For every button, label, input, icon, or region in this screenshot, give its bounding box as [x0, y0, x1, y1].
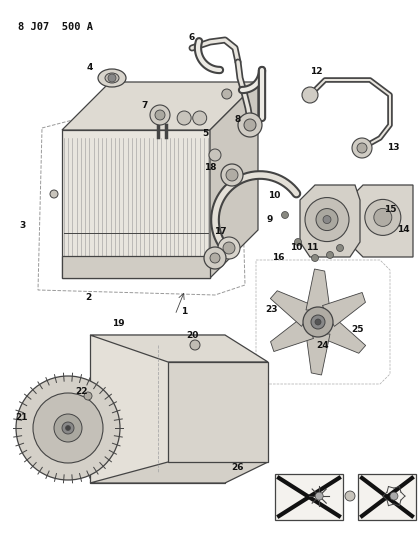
Circle shape — [226, 169, 238, 181]
Circle shape — [305, 198, 349, 241]
Circle shape — [209, 149, 221, 161]
Bar — [358, 474, 416, 520]
Circle shape — [294, 238, 302, 246]
Circle shape — [16, 376, 120, 480]
Text: 23: 23 — [266, 305, 278, 314]
Ellipse shape — [105, 73, 119, 83]
Polygon shape — [300, 185, 360, 257]
Circle shape — [33, 393, 103, 463]
Circle shape — [190, 340, 200, 350]
Circle shape — [177, 111, 191, 125]
Circle shape — [244, 119, 256, 131]
Text: 2: 2 — [85, 294, 91, 303]
Circle shape — [223, 242, 235, 254]
Circle shape — [303, 307, 333, 337]
Circle shape — [345, 491, 355, 501]
Text: 4: 4 — [87, 63, 93, 72]
Polygon shape — [323, 293, 365, 326]
Circle shape — [204, 247, 226, 269]
Polygon shape — [323, 318, 366, 353]
Polygon shape — [270, 290, 314, 326]
Text: 22: 22 — [76, 387, 88, 397]
Circle shape — [193, 111, 207, 125]
Circle shape — [390, 492, 398, 500]
Circle shape — [311, 315, 325, 329]
Text: 5: 5 — [202, 130, 208, 139]
Text: 18: 18 — [204, 164, 216, 173]
Text: 19: 19 — [112, 319, 124, 328]
Text: 1: 1 — [181, 308, 187, 317]
Text: 21: 21 — [16, 414, 28, 423]
Circle shape — [326, 252, 333, 259]
Circle shape — [238, 113, 262, 137]
Circle shape — [108, 74, 116, 82]
Circle shape — [150, 105, 170, 125]
Text: 8: 8 — [235, 116, 241, 125]
Bar — [275, 474, 343, 520]
Text: 17: 17 — [214, 228, 226, 237]
Polygon shape — [62, 256, 210, 278]
Polygon shape — [90, 335, 268, 362]
Text: 20: 20 — [186, 330, 198, 340]
Circle shape — [365, 199, 401, 236]
Polygon shape — [168, 362, 268, 462]
Polygon shape — [270, 318, 314, 352]
Circle shape — [84, 392, 92, 400]
Circle shape — [222, 89, 232, 99]
Text: 6: 6 — [189, 34, 195, 43]
Circle shape — [323, 215, 331, 223]
Circle shape — [315, 319, 321, 325]
Text: 10: 10 — [290, 244, 302, 253]
Text: 14: 14 — [396, 225, 410, 235]
Text: 16: 16 — [272, 253, 284, 262]
Polygon shape — [306, 334, 330, 375]
Circle shape — [155, 110, 165, 120]
Circle shape — [66, 425, 71, 431]
Ellipse shape — [98, 69, 126, 87]
Polygon shape — [90, 335, 225, 483]
Circle shape — [357, 143, 367, 153]
Circle shape — [62, 422, 74, 434]
Polygon shape — [90, 462, 268, 483]
Text: 15: 15 — [384, 206, 396, 214]
Text: 11: 11 — [306, 244, 318, 253]
Circle shape — [316, 208, 338, 231]
Polygon shape — [355, 185, 413, 257]
Circle shape — [281, 212, 289, 219]
Circle shape — [336, 245, 344, 252]
Text: 9: 9 — [267, 215, 273, 224]
Circle shape — [218, 237, 240, 259]
Text: 13: 13 — [387, 143, 399, 152]
Circle shape — [315, 492, 323, 500]
Text: 3: 3 — [19, 221, 25, 230]
Text: 8 J07  500 A: 8 J07 500 A — [18, 22, 93, 32]
Polygon shape — [62, 130, 210, 278]
Polygon shape — [62, 82, 258, 130]
Circle shape — [50, 190, 58, 198]
Circle shape — [210, 253, 220, 263]
Circle shape — [312, 254, 318, 262]
Circle shape — [54, 414, 82, 442]
Text: 7: 7 — [142, 101, 148, 110]
Text: 10: 10 — [268, 191, 280, 200]
Polygon shape — [210, 82, 258, 278]
Text: 24: 24 — [317, 341, 329, 350]
Text: 26: 26 — [232, 464, 244, 472]
Text: 12: 12 — [310, 68, 322, 77]
Circle shape — [352, 138, 372, 158]
Polygon shape — [306, 269, 330, 310]
Circle shape — [374, 208, 392, 227]
Text: 25: 25 — [352, 326, 364, 335]
Circle shape — [221, 164, 243, 186]
Circle shape — [302, 87, 318, 103]
